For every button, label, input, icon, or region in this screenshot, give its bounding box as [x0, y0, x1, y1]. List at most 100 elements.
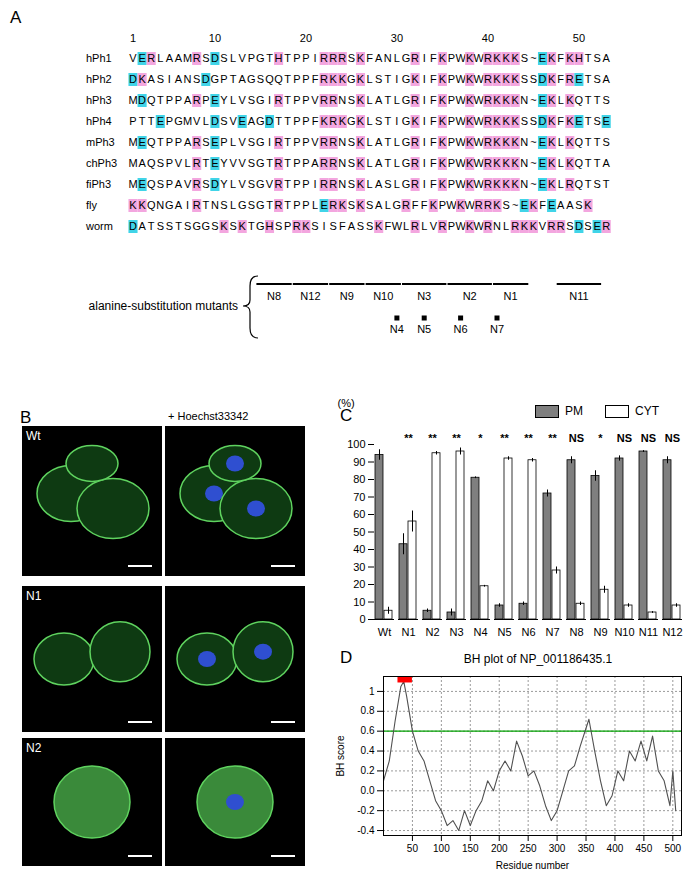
- svg-text:N: N: [338, 178, 346, 190]
- svg-text:A: A: [175, 178, 183, 190]
- svg-text:W: W: [455, 73, 466, 85]
- svg-text:F: F: [412, 199, 419, 211]
- svg-text:S: S: [603, 136, 610, 148]
- svg-text:S: S: [348, 178, 355, 190]
- svg-text:fiPh3: fiPh3: [86, 178, 111, 190]
- svg-text:W: W: [455, 94, 466, 106]
- svg-text:F: F: [312, 115, 319, 127]
- svg-text:T: T: [384, 136, 391, 148]
- svg-text:150: 150: [462, 843, 479, 854]
- svg-text:hPh1: hPh1: [86, 52, 112, 64]
- svg-text:R: R: [411, 52, 419, 64]
- svg-text:A: A: [175, 199, 183, 211]
- svg-text:G: G: [256, 136, 265, 148]
- svg-text:T: T: [284, 157, 291, 169]
- svg-text:R: R: [275, 157, 283, 169]
- svg-text:T: T: [585, 73, 592, 85]
- svg-text:A: A: [248, 115, 256, 127]
- svg-text:S: S: [521, 52, 528, 64]
- svg-text:80: 80: [353, 473, 365, 485]
- svg-text:N2: N2: [26, 741, 42, 755]
- svg-text:R: R: [411, 94, 419, 106]
- svg-text:N12: N12: [300, 290, 320, 302]
- svg-text:P: P: [448, 220, 455, 232]
- svg-text:G: G: [402, 73, 411, 85]
- svg-text:A: A: [138, 220, 146, 232]
- svg-text:K: K: [357, 73, 365, 85]
- svg-text:L: L: [385, 199, 391, 211]
- svg-text:K: K: [493, 73, 501, 85]
- svg-text:G: G: [347, 115, 356, 127]
- svg-text:V: V: [539, 220, 547, 232]
- svg-text:L: L: [394, 178, 400, 190]
- svg-text:NS: NS: [665, 432, 680, 444]
- svg-text:+ Hoechst33342: + Hoechst33342: [168, 410, 248, 422]
- svg-text:K: K: [439, 115, 447, 127]
- svg-text:D: D: [539, 73, 547, 85]
- svg-text:T: T: [202, 199, 209, 211]
- svg-text:20: 20: [353, 578, 365, 590]
- svg-text:**: **: [404, 432, 413, 444]
- svg-text:fly: fly: [86, 199, 98, 211]
- svg-text:S: S: [220, 115, 227, 127]
- svg-text:S: S: [348, 136, 355, 148]
- svg-text:K: K: [320, 115, 328, 127]
- svg-text:K: K: [302, 220, 310, 232]
- svg-text:R: R: [484, 73, 492, 85]
- svg-text:A: A: [375, 136, 383, 148]
- svg-text:N: N: [520, 157, 528, 169]
- svg-text:P: P: [166, 115, 173, 127]
- svg-text:R: R: [329, 157, 337, 169]
- svg-text:Q: Q: [147, 94, 156, 106]
- svg-text:K: K: [411, 115, 419, 127]
- svg-text:R: R: [193, 199, 201, 211]
- svg-text:P: P: [302, 136, 309, 148]
- svg-text:S: S: [248, 178, 255, 190]
- svg-text:S: S: [248, 157, 255, 169]
- svg-text:R: R: [557, 220, 565, 232]
- svg-text:I: I: [313, 52, 316, 64]
- svg-text:N5: N5: [417, 323, 431, 335]
- svg-text:K: K: [138, 73, 146, 85]
- svg-text:P: P: [302, 178, 309, 190]
- svg-text:S: S: [348, 94, 355, 106]
- svg-text:R: R: [275, 199, 283, 211]
- svg-text:L: L: [367, 115, 373, 127]
- svg-text:**: **: [452, 432, 461, 444]
- svg-text:F: F: [557, 52, 564, 64]
- svg-text:E: E: [211, 94, 218, 106]
- svg-text:K: K: [530, 220, 538, 232]
- svg-text:K: K: [439, 52, 447, 64]
- svg-text:L: L: [230, 94, 236, 106]
- svg-text:E: E: [548, 199, 555, 211]
- svg-text:S: S: [248, 94, 255, 106]
- svg-text:E: E: [539, 157, 546, 169]
- svg-text:T: T: [157, 136, 164, 148]
- svg-text:P: P: [293, 178, 300, 190]
- svg-text:T: T: [284, 73, 291, 85]
- svg-text:K: K: [493, 136, 501, 148]
- svg-text:N: N: [338, 136, 346, 148]
- svg-text:N5: N5: [497, 626, 511, 638]
- svg-text:Q: Q: [147, 136, 156, 148]
- svg-text:K: K: [439, 73, 447, 85]
- svg-text:K: K: [357, 136, 365, 148]
- svg-text:K: K: [512, 94, 520, 106]
- svg-text:F: F: [557, 115, 564, 127]
- svg-text:P: P: [202, 94, 209, 106]
- svg-text:W: W: [455, 178, 466, 190]
- svg-text:D: D: [211, 178, 219, 190]
- svg-text:0.8: 0.8: [361, 705, 375, 716]
- svg-text:F: F: [339, 220, 346, 232]
- svg-text:R: R: [511, 220, 519, 232]
- svg-text:1: 1: [130, 32, 136, 44]
- svg-text:40: 40: [482, 32, 494, 44]
- svg-text:K: K: [530, 199, 538, 211]
- svg-text:G: G: [174, 115, 183, 127]
- svg-text:P: P: [293, 157, 300, 169]
- svg-text:S: S: [311, 220, 318, 232]
- svg-text:G: G: [402, 136, 411, 148]
- svg-text:G: G: [402, 115, 411, 127]
- svg-text:20: 20: [300, 32, 312, 44]
- svg-text:R: R: [411, 157, 419, 169]
